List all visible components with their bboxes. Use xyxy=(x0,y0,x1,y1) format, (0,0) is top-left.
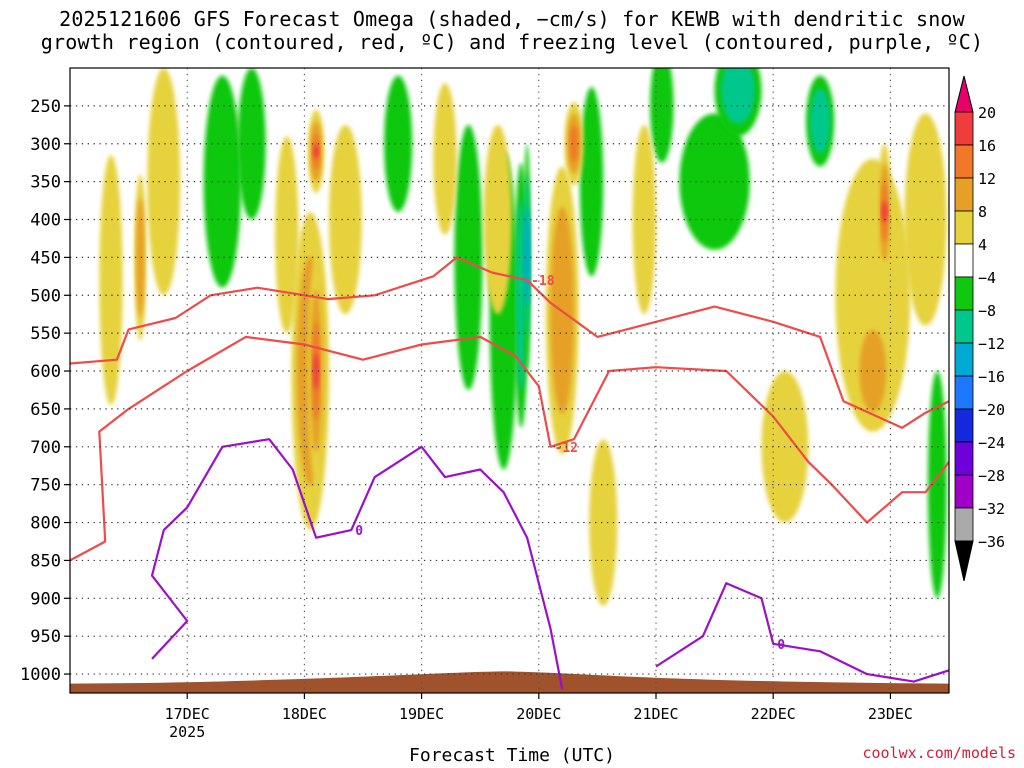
colorbar-label-0: 20 xyxy=(978,104,996,122)
omega-rising-blob-9-level-1 xyxy=(483,124,512,315)
x-tick-label-23DEC: 23DEC xyxy=(868,705,913,723)
colorbar-label-11: −28 xyxy=(978,467,1005,485)
omega-rising-blob-8-level-1 xyxy=(433,83,457,235)
colorbar-label-8: −16 xyxy=(978,368,1005,386)
colorbar-bottom-arrow xyxy=(954,540,974,582)
omega-rising-blob-0-level-1 xyxy=(99,155,123,406)
terrain xyxy=(70,671,949,693)
colorbar-swatch-2 xyxy=(954,177,974,212)
y-tick-label-300: 300 xyxy=(30,135,61,155)
colorbar-swatch-10 xyxy=(954,441,974,476)
omega-sinking-blob-8-level-1 xyxy=(650,68,674,163)
y-tick-label-500: 500 xyxy=(30,286,61,306)
omega-sinking-blob-0-level-1 xyxy=(203,75,242,288)
contour-label-freezing-0: 0 xyxy=(355,524,363,539)
colorbar-label-1: 16 xyxy=(978,137,996,155)
contour-label-freezing-0b: 0 xyxy=(777,638,785,653)
colorbar-swatch-0 xyxy=(954,111,974,146)
colorbar-swatch-12 xyxy=(954,507,974,542)
chart-title-line-2: growth region (contoured, red, ºC) and f… xyxy=(40,30,984,54)
omega-rising-blob-13-level-1 xyxy=(632,124,657,315)
colorbar-label-12: −32 xyxy=(978,500,1005,518)
contour-label-dgz-18: -18 xyxy=(531,274,555,289)
omega-sinking-blob-3-level-1 xyxy=(454,124,483,390)
colorbar-label-2: 12 xyxy=(978,170,996,188)
x-tick-label-17DEC: 17DEC xyxy=(165,705,210,723)
chart-title: 2025121606 GFS Forecast Omega (shaded, −… xyxy=(0,8,1024,54)
colorbar-label-6: −8 xyxy=(978,302,996,320)
x-tick-label-19DEC: 19DEC xyxy=(399,705,444,723)
y-tick-label-600: 600 xyxy=(30,362,61,382)
y-tick-label-250: 250 xyxy=(30,97,61,117)
y-tick-label-700: 700 xyxy=(30,438,61,458)
omega-sinking-blob-1-level-1 xyxy=(237,68,266,220)
omega-sinking-blob-11-level-2 xyxy=(809,88,831,154)
omega-rising-blob-2-level-1 xyxy=(147,68,181,296)
colorbar-swatch-6 xyxy=(954,309,974,344)
y-tick-label-850: 850 xyxy=(30,551,61,571)
y-tick-label-550: 550 xyxy=(30,324,61,344)
y-tick-label-1000: 1000 xyxy=(20,665,61,685)
colorbar-swatch-5 xyxy=(954,276,974,311)
grid xyxy=(70,68,949,693)
colorbar-swatch-11 xyxy=(954,474,974,509)
contour-dgz-18 xyxy=(70,256,949,429)
omega-sinking-blob-10-level-2 xyxy=(721,68,755,124)
colorbar-label-9: −20 xyxy=(978,401,1005,419)
y-tick-label-900: 900 xyxy=(30,589,61,609)
colorbar-label-5: −4 xyxy=(978,269,996,287)
omega-rising-blob-6-level-4 xyxy=(313,144,320,158)
colorbar-label-10: −24 xyxy=(978,434,1005,452)
x-tick-label-20DEC: 20DEC xyxy=(516,705,561,723)
omega-sinking-blob-2-level-1 xyxy=(384,75,413,212)
x-axis-title: Forecast Time (UTC) xyxy=(409,745,615,766)
omega-rising-blob-5-level-4 xyxy=(313,352,320,390)
chart-title-line-1: 2025121606 GFS Forecast Omega (shaded, −… xyxy=(59,7,965,31)
colorbar-swatch-1 xyxy=(954,144,974,179)
y-tick-label-350: 350 xyxy=(30,173,61,193)
colorbar-label-7: −12 xyxy=(978,335,1005,353)
colorbar-swatch-9 xyxy=(954,408,974,443)
omega-rising-blob-7-level-1 xyxy=(329,124,362,315)
plot-area: -18 -12 0 0 xyxy=(70,68,949,693)
omega-sinking-blob-9-level-1 xyxy=(679,113,750,250)
contour-label-dgz-12: -12 xyxy=(555,441,578,456)
colorbar-swatch-4 xyxy=(954,243,974,278)
omega-sinking-blob-12-level-1 xyxy=(927,371,947,599)
x-tick-label-18DEC: 18DEC xyxy=(282,705,327,723)
x-tick-label-22DEC: 22DEC xyxy=(751,705,796,723)
contour-freezing-0 xyxy=(150,438,564,690)
colorbar-swatch-7 xyxy=(954,342,974,377)
omega-rising-blob-11-level-3 xyxy=(569,125,579,163)
omega-rising-blob-1-level-2 xyxy=(136,197,145,318)
x-tick-label-21DEC: 21DEC xyxy=(633,705,678,723)
omega-rising-blob-3-level-1 xyxy=(275,136,299,334)
y-tick-label-750: 750 xyxy=(30,476,61,496)
colorbar-label-13: −36 xyxy=(978,533,1005,551)
y-tick-label-400: 400 xyxy=(30,211,61,231)
x-tick-sublabel-17DEC: 2025 xyxy=(169,723,205,741)
plot-frame xyxy=(69,67,950,694)
y-tick-label-800: 800 xyxy=(30,514,61,534)
colorbar-label-3: 8 xyxy=(978,203,987,221)
contour-freezing-0b xyxy=(655,582,949,683)
omega-rising-blob-12-level-1 xyxy=(589,439,618,606)
colorbar-swatch-8 xyxy=(954,375,974,410)
y-tick-label-650: 650 xyxy=(30,400,61,420)
omega-rising-blob-17-level-4 xyxy=(881,201,888,223)
omega-sinking-blob-7-level-1 xyxy=(579,86,604,277)
y-tick-label-950: 950 xyxy=(30,627,61,647)
contour-dgz-12 xyxy=(70,335,949,562)
colorbar-label-4: 4 xyxy=(978,236,987,254)
y-tick-label-450: 450 xyxy=(30,248,61,268)
colorbar-top-arrow xyxy=(954,75,974,113)
colorbar: 20 16 12 8 4 −4 −8 −12 −16 −20 −24 −28 −32 −36 xyxy=(954,75,1005,582)
colorbar-swatch-3 xyxy=(954,210,974,245)
watermark: coolwx.com/models xyxy=(862,744,1016,762)
